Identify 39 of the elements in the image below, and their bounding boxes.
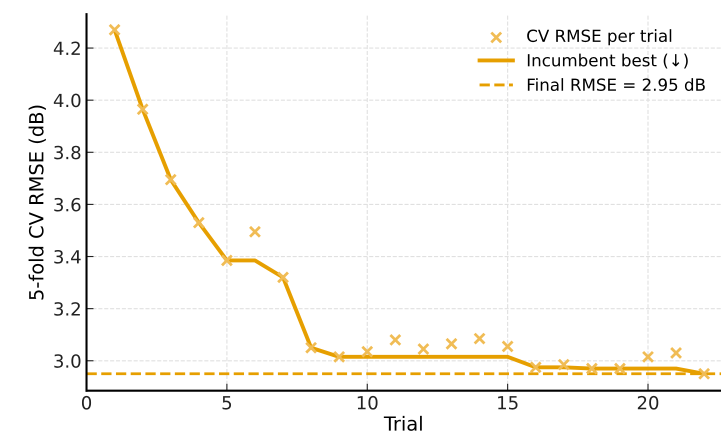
x-axis-title: Trial (384, 416, 422, 431)
point (642, 350, 654, 364)
legend-label: Final RMSE = 2.95 dB (528, 78, 705, 92)
point (164, 173, 178, 186)
point (332, 350, 346, 364)
x-tick-label: 20 (638, 396, 658, 410)
point (614, 362, 626, 375)
y-tick-label: 4.2 (54, 42, 80, 55)
point (417, 342, 430, 356)
point (389, 334, 402, 346)
y-tick-label: 3.4 (54, 250, 81, 264)
x-tick-label: 10 (358, 396, 378, 410)
point (360, 345, 374, 358)
point (108, 24, 121, 36)
point (192, 216, 206, 229)
point (473, 332, 486, 345)
y-tick-label: 3.8 (54, 146, 80, 160)
point (698, 367, 710, 380)
y-tick-label: 3.2 (54, 302, 80, 316)
legend-label: CV RMSE per trial (527, 29, 672, 46)
point (220, 254, 234, 267)
y-tick-label: 3.0 (54, 354, 80, 368)
point (445, 338, 458, 350)
point (136, 102, 149, 116)
point (670, 346, 682, 360)
legend-label: Incumbent best (↓) (528, 54, 688, 68)
x-tick-label: 0 (82, 396, 92, 410)
point (586, 362, 598, 375)
point (304, 341, 318, 354)
x-tick-label: 15 (498, 396, 518, 410)
y-tick-label: 4.0 (54, 94, 80, 108)
point (501, 340, 514, 353)
y-axis-title: 5-fold CV RMSE (dB) (28, 106, 46, 300)
point (557, 358, 570, 371)
x-tick-label: 5 (222, 396, 232, 410)
y-tick-label: 3.6 (54, 198, 81, 212)
point (276, 271, 290, 284)
point (248, 225, 262, 238)
point (529, 360, 542, 374)
